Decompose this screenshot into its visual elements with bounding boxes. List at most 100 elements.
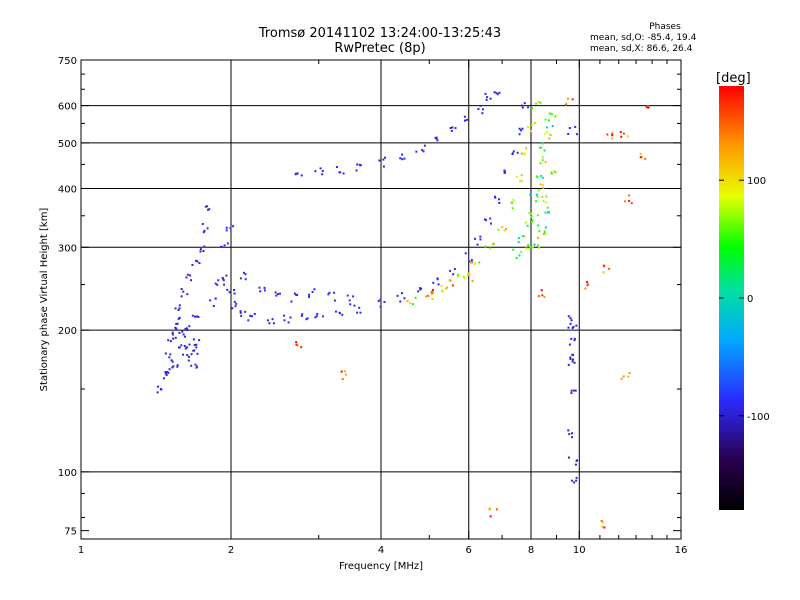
- data-point: [244, 310, 247, 313]
- data-point: [545, 130, 548, 133]
- data-point: [384, 156, 387, 159]
- data-point: [544, 201, 547, 204]
- data-point: [185, 276, 188, 279]
- x-tick-label: 6: [466, 545, 472, 556]
- data-point: [186, 346, 189, 349]
- data-point: [295, 343, 298, 346]
- data-point: [466, 274, 469, 277]
- data-point: [541, 142, 544, 145]
- data-point: [549, 134, 552, 137]
- data-point: [229, 227, 232, 230]
- data-point: [199, 250, 202, 253]
- data-point: [547, 211, 550, 214]
- data-point: [456, 275, 459, 278]
- data-point: [628, 199, 631, 202]
- data-point: [538, 230, 541, 233]
- data-point: [511, 152, 514, 155]
- data-point: [541, 176, 544, 179]
- data-point: [527, 247, 530, 250]
- data-point: [537, 100, 540, 103]
- data-point: [543, 230, 546, 233]
- data-point: [401, 158, 404, 161]
- data-point: [484, 219, 487, 222]
- data-point: [584, 287, 587, 290]
- data-point: [244, 273, 247, 276]
- data-point: [196, 260, 199, 263]
- data-point: [315, 315, 318, 318]
- data-point: [539, 162, 542, 165]
- data-point: [356, 311, 359, 314]
- data-point: [431, 298, 434, 301]
- data-point: [196, 352, 199, 355]
- data-point: [569, 322, 572, 325]
- data-point: [647, 106, 650, 109]
- data-point: [495, 92, 498, 95]
- data-point: [484, 92, 487, 95]
- data-point: [247, 319, 250, 322]
- phase-stats-annotation: Phases mean, sd,O: -85.4, 19.4 mean, sd,…: [590, 22, 740, 55]
- data-point: [195, 343, 198, 346]
- data-point: [193, 315, 196, 318]
- data-point: [531, 246, 534, 249]
- data-point: [338, 311, 341, 314]
- data-point: [289, 316, 292, 319]
- data-point: [554, 171, 557, 174]
- data-point: [450, 129, 453, 132]
- data-point: [541, 294, 544, 297]
- data-point: [512, 199, 515, 202]
- data-point: [477, 108, 480, 111]
- x-axis-label: Frequency [MHz]: [339, 561, 423, 572]
- data-point: [476, 243, 479, 246]
- data-point: [296, 172, 299, 175]
- data-point: [565, 102, 568, 105]
- data-point: [572, 389, 575, 392]
- data-point: [422, 150, 425, 153]
- data-point: [449, 126, 452, 129]
- data-point: [300, 314, 303, 317]
- data-point: [430, 293, 433, 296]
- data-point: [172, 337, 175, 340]
- data-point: [427, 294, 430, 297]
- data-point: [191, 314, 194, 317]
- data-point: [382, 165, 385, 168]
- data-point: [180, 288, 183, 291]
- data-point: [627, 375, 630, 378]
- data-point: [203, 229, 206, 232]
- data-point: [464, 277, 467, 280]
- data-point: [244, 278, 247, 281]
- data-point: [449, 279, 452, 282]
- data-point: [214, 282, 217, 285]
- data-point: [203, 245, 206, 248]
- data-point: [528, 212, 531, 215]
- data-point: [225, 229, 228, 232]
- data-point: [516, 151, 519, 154]
- data-point: [548, 112, 551, 115]
- data-point: [535, 175, 538, 178]
- data-point: [573, 339, 576, 342]
- data-point: [542, 187, 545, 190]
- data-point: [308, 293, 311, 296]
- data-point: [575, 476, 578, 479]
- data-point: [239, 310, 242, 313]
- data-point: [319, 167, 322, 170]
- data-point: [501, 226, 504, 229]
- data-point: [611, 134, 614, 137]
- data-point: [571, 436, 574, 439]
- data-point: [239, 311, 242, 314]
- data-point: [253, 313, 256, 316]
- data-point: [235, 302, 238, 305]
- data-point: [178, 316, 181, 319]
- data-point: [538, 246, 541, 249]
- data-point: [214, 297, 217, 300]
- data-point: [434, 136, 437, 139]
- data-point: [359, 164, 362, 167]
- data-point: [176, 364, 179, 367]
- data-point: [520, 104, 523, 107]
- data-point: [216, 283, 219, 286]
- data-point: [223, 244, 226, 247]
- data-point: [311, 290, 314, 293]
- data-point: [417, 290, 420, 293]
- y-tick-label: 200: [58, 326, 77, 337]
- title-line-2: RwPretec (8p): [334, 41, 426, 56]
- data-point: [186, 293, 189, 296]
